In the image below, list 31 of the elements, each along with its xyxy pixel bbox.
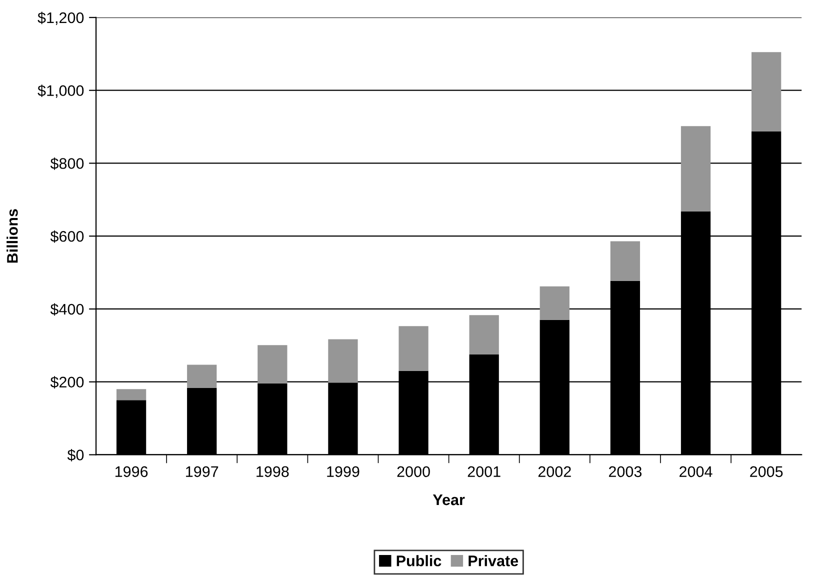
y-tick-label: $400 [50,303,84,316]
x-tick-label: 2004 [680,466,712,478]
x-tick-label: 1997 [186,466,218,478]
x-tick-label: 2005 [750,466,783,478]
bar [469,315,499,355]
legend-label: Public [396,555,442,566]
y-tick-label: $200 [50,376,84,388]
x-tick-label: 2002 [538,466,571,478]
x-tick-label: 2003 [608,466,642,478]
y-tick-label: $800 [50,157,84,170]
bar [116,389,146,400]
x-tick-label: 2000 [397,466,430,478]
x-tick-label: 1999 [327,466,360,478]
y-axis-title: Billions [6,209,18,263]
bar [752,52,782,132]
y-tick-label: $600 [50,230,84,243]
bar [680,126,711,212]
x-tick-label: 1996 [115,466,148,478]
legend-label: Private [468,555,518,566]
bar [258,345,288,384]
bar [540,286,570,320]
x-tick-label: 1998 [256,466,289,478]
bar [187,364,217,388]
bar [328,339,358,383]
y-tick-label: $1,200 [38,12,84,25]
x-tick-label: 2001 [468,466,500,478]
y-tick-label: $1,000 [38,84,84,98]
bar [398,326,428,371]
y-tick-label: $0 [67,448,84,462]
x-axis-title: Year [432,494,465,506]
bar [610,241,640,281]
